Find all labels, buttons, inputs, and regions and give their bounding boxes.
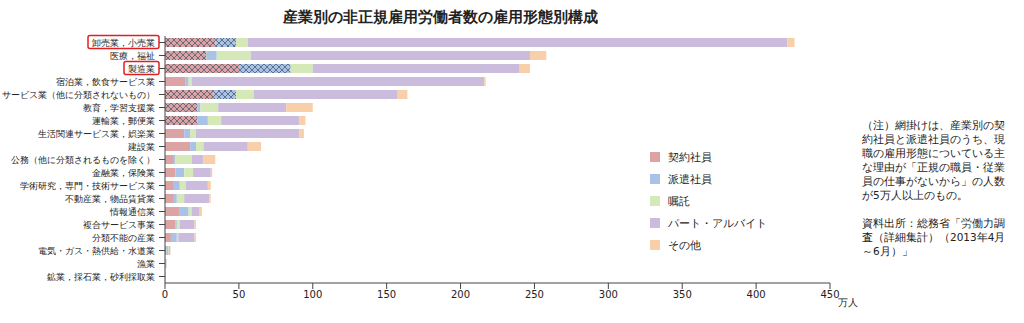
- svg-text:公務（他に分類されるものを除く）: 公務（他に分類されるものを除く）: [11, 155, 155, 165]
- html-text:その他: その他: [668, 238, 701, 252]
- svg-text:建設業: 建設業: [127, 142, 155, 152]
- svg-text:学術研究，専門・技術サービス業: 学術研究，専門・技術サービス業: [20, 181, 155, 191]
- html-text:資料出所：総務省「労働力調査（詳細集計）（2013年4月～6: 資料出所：総務省「労働力調査（詳細集計）（2013年4月～6月）」: [862, 217, 1006, 257]
- svg-text:0: 0: [162, 289, 168, 300]
- svg-text:製造業: 製造業: [128, 64, 155, 74]
- svg-text:100: 100: [303, 289, 322, 300]
- svg-text:不動産業，物品賃貸業: 不動産業，物品賃貸業: [65, 194, 155, 204]
- svg-text:150: 150: [377, 289, 396, 300]
- html-text:万人: 万人: [838, 297, 858, 308]
- html-text:産業別の非正規雇用労働者数の雇用形態別構成: 産業別の非正規雇用労働者数の雇用形態別構成: [282, 8, 598, 26]
- html-text:嘱託: 嘱託: [668, 194, 690, 208]
- svg-text:情報通信業: 情報通信業: [109, 207, 155, 217]
- svg-text:鉱業，採石業，砂利採取業: 鉱業，採石業，砂利採取業: [47, 272, 155, 282]
- svg-text:分類不能の産業: 分類不能の産業: [92, 233, 155, 243]
- svg-text:200: 200: [451, 289, 470, 300]
- svg-text:250: 250: [525, 289, 544, 300]
- svg-text:卸売業，小売業: 卸売業，小売業: [92, 38, 155, 48]
- svg-text:生活関連サービス業，娯楽業: 生活関連サービス業，娯楽業: [38, 129, 155, 139]
- svg-text:教育，学習支援業: 教育，学習支援業: [83, 103, 155, 113]
- svg-text:450: 450: [820, 289, 839, 300]
- svg-text:50: 50: [233, 289, 246, 300]
- svg-text:医療，福祉: 医療，福祉: [110, 51, 155, 61]
- svg-text:運輸業，郵便業: 運輸業，郵便業: [92, 116, 155, 126]
- svg-text:電気・ガス・熱供給・水道業: 電気・ガス・熱供給・水道業: [38, 246, 155, 256]
- html-text:（注）網掛けは、産業別の契約社員と派遣社員のうち、現職の雇用: （注）網掛けは、産業別の契約社員と派遣社員のうち、現職の雇用形態についている主な…: [862, 119, 1005, 201]
- svg-text:300: 300: [599, 289, 618, 300]
- svg-text:400: 400: [747, 289, 766, 300]
- svg-text:350: 350: [673, 289, 692, 300]
- svg-text:サービス業（他に分類されないもの）: サービス業（他に分類されないもの）: [8, 90, 155, 100]
- svg-text:漁業: 漁業: [137, 259, 155, 269]
- svg-text:複合サービス事業: 複合サービス事業: [83, 220, 155, 230]
- html-text:契約社員: 契約社員: [668, 150, 712, 164]
- svg-text:宿泊業，飲食サービス業: 宿泊業，飲食サービス業: [56, 77, 155, 87]
- html-text:パート・アルバイト: パート・アルバイト: [668, 216, 767, 230]
- svg-text:金融業，保険業: 金融業，保険業: [92, 168, 155, 178]
- html-text:派遣社員: 派遣社員: [668, 172, 712, 186]
